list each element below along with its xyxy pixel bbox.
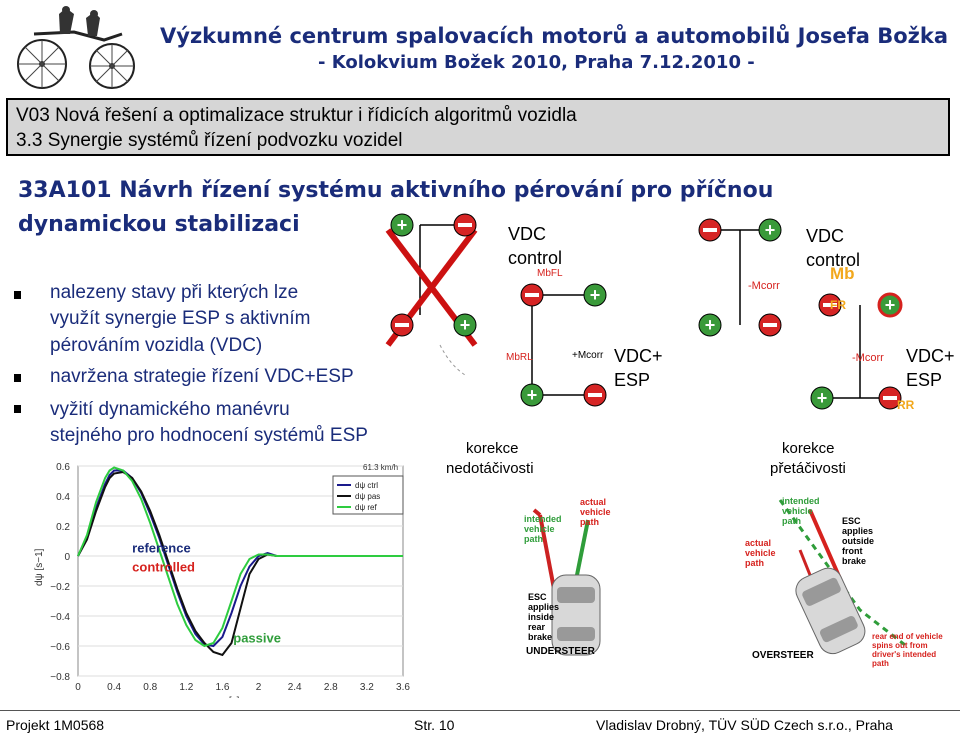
right-mcorr-label-1: -Mcorr [748,280,780,292]
svg-text:+: + [397,215,408,235]
oversteer-actual-label: actual vehicle path [745,538,776,568]
x-tick-label: 2.4 [288,682,302,693]
right-correction-line-1: korekce [782,440,835,457]
footer-page: Str. 10 [414,717,455,733]
x-tick-label: 0.4 [107,682,121,693]
bullet-marker [14,291,21,299]
understeer-label: UNDERSTEER [526,646,595,657]
svg-text:+: + [460,315,471,335]
right-control-label: control [806,250,861,270]
right-vdc-label: VDC [806,226,845,246]
speed-label: 61.3 km/h [363,463,398,472]
left-correction-line-2: nedotáčivosti [446,460,534,477]
oversteer-label: OVERSTEER [752,650,814,661]
bullet-1-line-3: pérováním vozidla (VDC) [50,335,263,356]
left-control-label: control [508,248,563,268]
y-tick-label: −0.6 [50,642,70,653]
x-tick-label: 3.6 [396,682,410,693]
section-box: V03 Nová řešení a optimalizace struktur … [6,98,950,156]
right-vdc-esp-line-1: VDC+ [906,346,955,366]
bullet-marker [14,374,21,382]
yaw-rate-chart: 0.6 0.4 0.2 0 −0.2 −0.4 −0.6 −0.8 0 0.4 0.8 1.2 1.6 2… [34,462,410,698]
wheel-markers-left: + + + + [390,213,607,407]
annotation-controlled: controlled [132,560,195,575]
annotation-reference: reference [132,541,191,556]
slide-title-line-2: dynamickou stabilizaci [18,212,300,237]
svg-text:+: + [705,315,716,335]
right-correction-line-2: přetáčivosti [770,460,846,477]
x-axis-label: cas [s] [211,696,240,698]
right-mb-label: Mb [830,264,855,283]
section-line-2: 3.3 Synergie systémů řízení podvozku voz… [16,130,403,151]
header-title: Výzkumné centrum spalovacích motorů a au… [160,24,949,48]
y-axis-label: dψ [s−1] [34,548,45,586]
diagram-left-graphics: + + + + [385,213,607,407]
y-tick-label: 0.6 [56,462,70,473]
footer-divider [0,710,960,711]
right-fr-label: FR [830,298,846,312]
bullet-1-line-1: nalezeny stavy při kterých lze [50,282,299,303]
x-tick-label: 2.8 [324,682,338,693]
legend-label: dψ ctrl [355,481,378,490]
x-tick-label: 2 [256,682,262,693]
oversteer-intended-label: intended vehicle path [782,496,820,526]
left-vdc-esp-line-2: ESP [614,370,651,390]
oversteer-figure [778,499,906,655]
oversteer-esc-label: ESC applies outside front brake [842,516,875,566]
right-mcorr-label-2: -Mcorr [852,352,884,364]
footer-author: Vladislav Drobný, TÜV SÜD Czech s.r.o., … [596,717,893,733]
y-tick-label: −0.2 [50,582,70,593]
bullet-1-line-2: využít synergie ESP s aktivním [50,308,311,329]
bullet-marker [14,405,21,413]
y-tick-label: 0.4 [56,492,70,503]
footer-project: Projekt 1M0568 [6,717,105,733]
svg-text:+: + [590,285,601,305]
header-subtitle: - Kolokvium Božek 2010, Praha 7.12.2010 … [318,52,755,73]
legend-label: dψ pas [355,492,380,501]
logo-carriage [4,4,146,92]
understeer-figure [532,508,601,656]
series-line [77,466,403,648]
y-tick-label: −0.8 [50,672,70,683]
x-tick-label: 0.8 [143,682,157,693]
diagram-right-graphics: + + + + [698,218,903,410]
svg-text:+: + [885,295,896,315]
annotation-passive: passive [233,631,281,646]
x-tick-label: 3.2 [360,682,374,693]
understeer-actual-label: actual vehicle path [580,497,611,527]
left-mcorr-label: +Mcorr [572,350,604,361]
understeer-intended-label: intended vehicle path [524,514,562,544]
bullet-3-line-2: stejného pro hodnocení systémů ESP [50,425,368,446]
legend-label: dψ ref [355,503,377,512]
y-tick-label: 0 [64,552,70,563]
svg-text:+: + [527,385,538,405]
section-line-1: V03 Nová řešení a optimalizace struktur … [16,105,577,126]
right-rr-label: RR [897,398,915,412]
oversteer-rear-label: rear end of vehicle spins out from drive… [872,632,943,668]
x-tick-label: 0 [75,682,81,693]
understeer-esc-label: ESC applies inside rear brake [528,592,560,642]
left-mbrl-label: MbRL [506,352,533,363]
y-tick-label: −0.4 [50,612,70,623]
left-vdc-label: VDC [508,224,547,244]
left-correction-line-1: korekce [466,440,519,457]
svg-text:+: + [765,220,776,240]
y-tick-label: 0.2 [56,522,70,533]
left-mbfl-label: MbFL [537,268,563,279]
bullet-2-line-1: navržena strategie řízení VDC+ESP [50,366,354,387]
slide-title-line-1: 33A101 Návrh řízení systému aktivního pé… [18,178,774,203]
svg-text:+: + [817,388,828,408]
left-vdc-esp-line-1: VDC+ [614,346,663,366]
x-tick-label: 1.6 [215,682,229,693]
x-tick-label: 1.2 [179,682,193,693]
right-vdc-esp-line-2: ESP [906,370,943,390]
bullet-3-line-1: vyžití dynamického manévru [50,399,290,420]
